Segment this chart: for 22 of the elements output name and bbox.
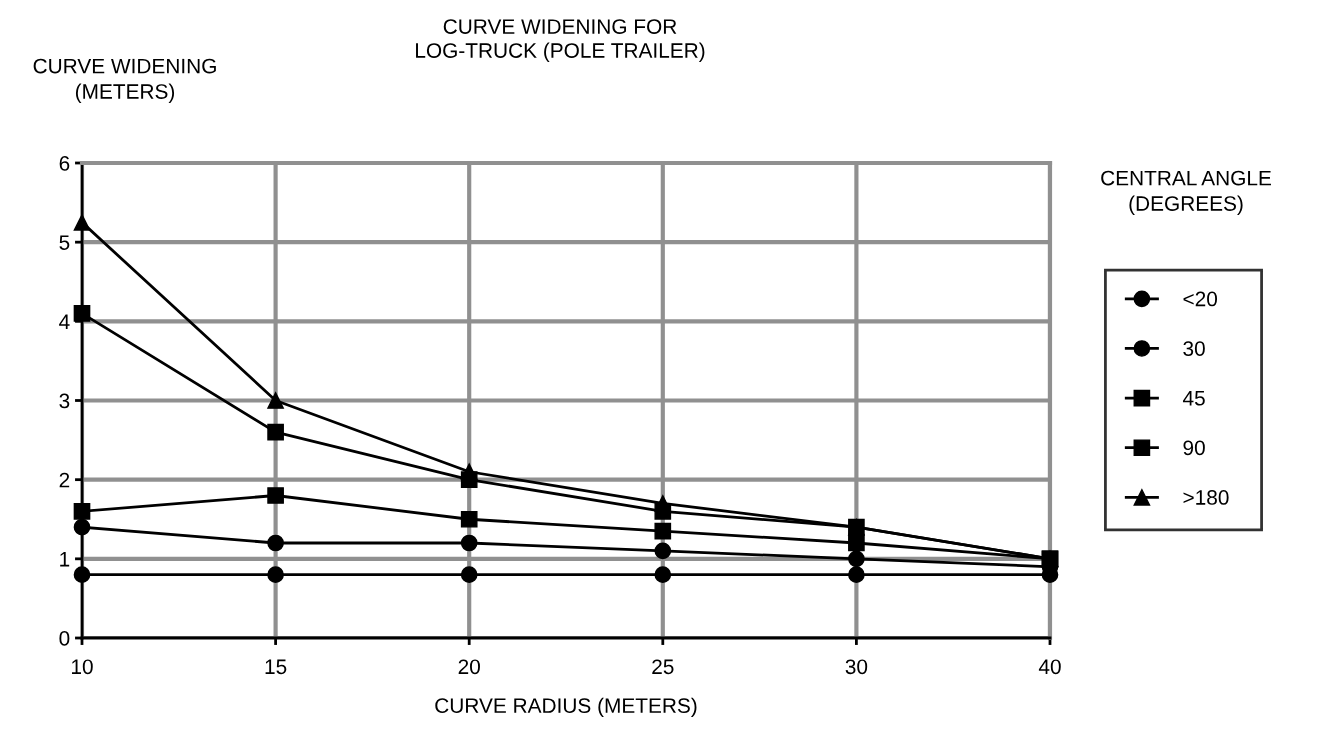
x-tick-label: 10 (72, 659, 93, 675)
x-tick-label: 40 (1038, 659, 1061, 675)
x-axis-title: CURVE RADIUS (METERS) (435, 697, 697, 718)
legend-label: 30 (1183, 341, 1205, 356)
legend-title: CENTRAL ANGLE (DEGREES) (1101, 170, 1271, 215)
x-tick-label: 20 (458, 659, 480, 675)
y-tick-label: 2 (59, 472, 70, 488)
legend-label: <20 (1183, 291, 1218, 307)
x-tick-label: 25 (652, 659, 674, 675)
y-tick-label: 6 (59, 156, 70, 171)
y-tick-label: 3 (59, 393, 70, 409)
legend-label: 45 (1182, 391, 1205, 406)
y-tick-label: 1 (60, 552, 70, 567)
x-tick-label: 30 (845, 659, 868, 675)
y-tick-label: 5 (59, 235, 70, 250)
legend-label: 90 (1183, 440, 1205, 456)
y-tick-label: 4 (59, 314, 70, 329)
y-axis-title: CURVE WIDENING (METERS) (33, 58, 216, 103)
x-tick-label: 15 (265, 659, 287, 675)
legend-label: >180 (1183, 490, 1229, 505)
chart-title: CURVE WIDENING FOR LOG-TRUCK (POLE TRAILER) (416, 19, 705, 62)
y-tick-label: 0 (59, 631, 70, 646)
